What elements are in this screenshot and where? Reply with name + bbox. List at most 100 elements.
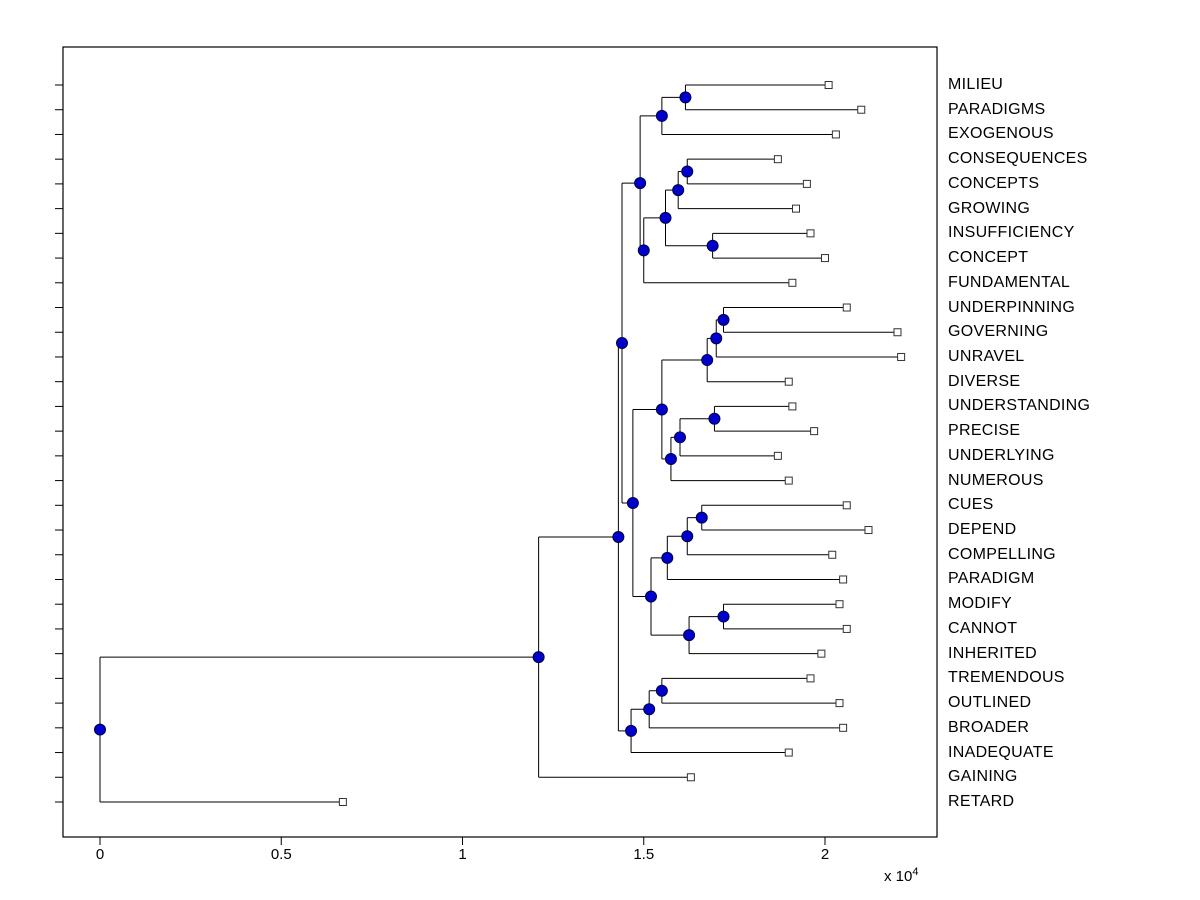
leaf-marker (773, 451, 782, 460)
cluster-node-marker (643, 703, 656, 716)
cluster-node-marker (706, 239, 719, 252)
cluster-node-marker (701, 354, 714, 367)
cluster-node-marker (674, 431, 686, 444)
leaf-marker (817, 649, 826, 658)
leaf-label-tremendous: TREMENDOUS (948, 669, 1065, 687)
x-axis-tick-label-1.5: 1.5 (633, 846, 655, 863)
leaf-label-underpinning: UNDERPINNING (948, 298, 1076, 316)
cluster-node-marker (645, 590, 657, 603)
leaf-label-fundamental: FUNDAMENTAL (948, 273, 1071, 291)
leaf-marker (788, 402, 797, 411)
leaf-marker (792, 204, 800, 213)
cluster-node-marker (626, 496, 639, 509)
leaf-marker (686, 773, 695, 782)
leaf-label-unravel: UNRAVEL (948, 347, 1025, 365)
leaf-marker (831, 130, 840, 139)
leaf-marker (338, 797, 347, 806)
cluster-node-marker (612, 530, 625, 543)
leaf-marker (784, 377, 793, 386)
leaf-label-cues: CUES (948, 496, 994, 514)
leaf-label-growing: GROWING (948, 199, 1031, 217)
cluster-node-marker (664, 452, 677, 465)
leaf-marker (839, 575, 848, 584)
leaf-label-inherited: INHERITED (948, 644, 1037, 662)
x-axis-tick-label-0.5: 0.5 (270, 846, 292, 863)
leaf-marker (773, 155, 782, 164)
cluster-node-marker (679, 91, 692, 104)
leaf-marker (828, 550, 837, 559)
leaf-marker (842, 501, 851, 510)
leaf-marker (864, 526, 873, 535)
leaf-marker (802, 179, 811, 188)
leaf-label-diverse: DIVERSE (948, 372, 1021, 390)
leaf-marker (842, 624, 851, 633)
leaf-marker (857, 105, 866, 114)
cluster-node-marker (625, 724, 638, 737)
leaf-marker (806, 674, 815, 683)
cluster-node-marker (94, 723, 106, 736)
leaf-marker (784, 476, 793, 485)
leaf-marker (784, 748, 793, 757)
leaf-label-governing: GOVERNING (948, 323, 1049, 341)
leaf-marker (806, 229, 815, 238)
cluster-node-marker (717, 610, 730, 623)
leaf-label-cannot: CANNOT (948, 619, 1018, 637)
leaf-label-depend: DEPEND (948, 521, 1017, 539)
x-axis-tick-label-0: 0 (95, 846, 105, 863)
cluster-node-marker (708, 412, 721, 425)
cluster-node-marker (655, 403, 668, 416)
leaf-label-concept: CONCEPT (948, 249, 1029, 267)
cluster-node-marker (695, 511, 708, 524)
leaf-label-modify: MODIFY (948, 595, 1013, 613)
cluster-node-marker (616, 337, 628, 350)
cluster-node-marker (710, 332, 723, 345)
leaf-label-compelling: COMPELLING (948, 545, 1056, 563)
leaf-marker (839, 723, 848, 732)
leaf-label-consequences: CONSEQUENCES (948, 150, 1088, 168)
cluster-node-marker (532, 651, 545, 664)
x-axis-multiplier-base: x 10 (884, 868, 913, 885)
leaf-marker (821, 254, 829, 263)
leaf-label-paradigm: PARADIGM (948, 570, 1035, 588)
leaf-label-milieu: MILIEU (948, 76, 1004, 93)
leaf-label-exogenous: EXOGENOUS (948, 125, 1054, 143)
leaf-label-gaining: GAINING (948, 768, 1018, 786)
leaf-label-precise: PRECISE (948, 422, 1021, 440)
leaf-label-outlined: OUTLINED (948, 694, 1032, 712)
leaf-marker (788, 278, 797, 287)
leaf-label-understanding: UNDERSTANDING (948, 397, 1091, 415)
cluster-node-marker (659, 211, 672, 224)
leaf-marker (842, 303, 851, 312)
cluster-node-marker (681, 165, 694, 178)
leaf-label-paradigms: PARADIGMS (948, 100, 1046, 118)
leaf-marker (835, 600, 844, 609)
leaf-label-underlying: UNDERLYING (948, 446, 1055, 464)
x-axis-tick-label-2: 2 (820, 846, 830, 863)
leaf-label-concepts: CONCEPTS (948, 174, 1040, 192)
leaf-label-numerous: NUMEROUS (948, 471, 1044, 489)
x-axis-multiplier-exponent: 4 (912, 866, 919, 878)
x-axis-multiplier: x 104 (884, 866, 918, 885)
cluster-node-marker (681, 530, 694, 543)
cluster-node-marker (672, 184, 685, 197)
leaf-label-broader: BROADER (948, 718, 1030, 736)
plot-box (62, 46, 938, 838)
leaf-marker (824, 81, 833, 89)
leaf-label-insufficiency: INSUFFICIENCY (948, 224, 1075, 242)
cluster-node-marker (655, 684, 668, 697)
leaf-marker (810, 427, 819, 436)
cluster-node-marker (717, 313, 730, 326)
cluster-node-marker (655, 109, 668, 122)
leaf-marker (893, 328, 902, 337)
leaf-marker (897, 352, 906, 361)
cluster-node-marker (661, 551, 674, 564)
cluster-node-marker (683, 629, 696, 642)
leaf-label-retard: RETARD (948, 792, 1015, 810)
x-axis-tick-label-1: 1 (458, 846, 467, 863)
leaf-marker (835, 699, 844, 708)
cluster-node-marker (634, 177, 647, 190)
cluster-node-marker (637, 244, 650, 257)
leaf-label-inadequate: INADEQUATE (948, 743, 1054, 761)
